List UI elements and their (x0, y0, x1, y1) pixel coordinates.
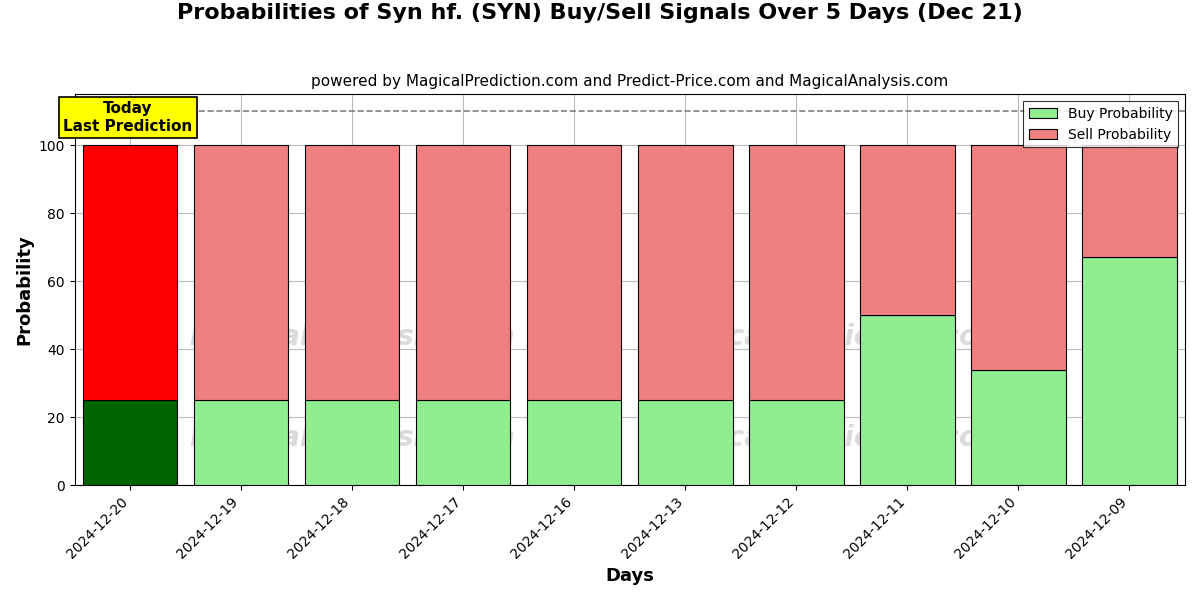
Bar (749, 145, 844, 400)
Text: MagicalAnalysis.com: MagicalAnalysis.com (190, 424, 515, 452)
Legend: Buy Probability, Sell Probability: Buy Probability, Sell Probability (1024, 101, 1178, 148)
Bar (305, 400, 400, 485)
Bar (638, 400, 732, 485)
Text: MagicalPrediction.com: MagicalPrediction.com (652, 424, 1007, 452)
Bar (83, 145, 178, 400)
Bar (305, 145, 400, 400)
Bar (194, 400, 288, 485)
Title: powered by MagicalPrediction.com and Predict-Price.com and MagicalAnalysis.com: powered by MagicalPrediction.com and Pre… (311, 74, 948, 89)
Bar (83, 400, 178, 485)
Bar (1082, 145, 1177, 257)
Bar (860, 145, 955, 315)
Bar (860, 315, 955, 485)
Bar (1082, 257, 1177, 485)
Bar (971, 370, 1066, 485)
Bar (416, 145, 510, 400)
Bar (971, 145, 1066, 370)
Bar (749, 400, 844, 485)
Text: Today
Last Prediction: Today Last Prediction (64, 101, 192, 134)
Text: MagicalAnalysis.com: MagicalAnalysis.com (190, 323, 515, 350)
Bar (638, 145, 732, 400)
Bar (194, 145, 288, 400)
Text: Probabilities of Syn hf. (SYN) Buy/Sell Signals Over 5 Days (Dec 21): Probabilities of Syn hf. (SYN) Buy/Sell … (178, 3, 1022, 23)
Bar (527, 400, 622, 485)
Bar (416, 400, 510, 485)
Bar (527, 145, 622, 400)
Text: MagicalPrediction.com: MagicalPrediction.com (652, 323, 1007, 350)
X-axis label: Days: Days (605, 567, 654, 585)
Y-axis label: Probability: Probability (16, 235, 34, 345)
